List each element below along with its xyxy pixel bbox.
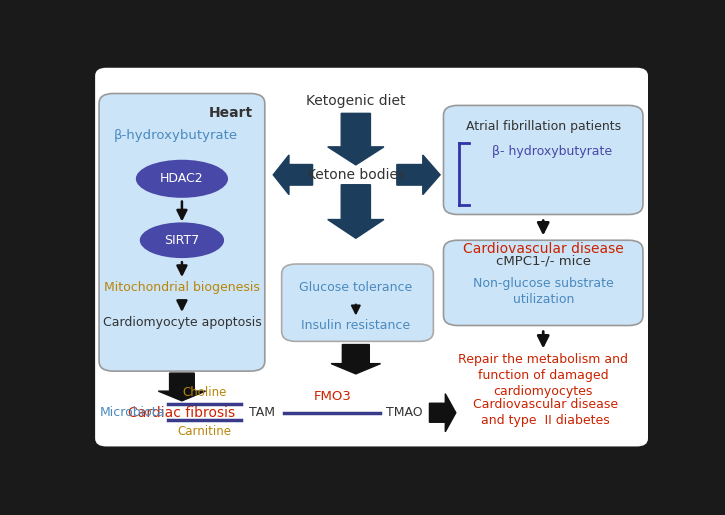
Text: Choline: Choline — [183, 386, 227, 399]
Polygon shape — [397, 155, 440, 195]
Text: cMPC1-/- mice: cMPC1-/- mice — [496, 254, 591, 267]
FancyBboxPatch shape — [281, 264, 434, 341]
Text: TAM: TAM — [249, 406, 275, 419]
Polygon shape — [331, 345, 381, 374]
Text: Carnitine: Carnitine — [178, 425, 232, 438]
Text: Insulin resistance: Insulin resistance — [302, 319, 410, 332]
Polygon shape — [328, 113, 384, 165]
Text: Heart: Heart — [209, 106, 253, 119]
Text: Cardiac fibrosis: Cardiac fibrosis — [128, 406, 236, 420]
Text: Atrial fibrillation patients: Atrial fibrillation patients — [465, 119, 621, 132]
Text: FMO3: FMO3 — [313, 389, 351, 403]
Polygon shape — [429, 393, 456, 432]
Ellipse shape — [136, 160, 228, 198]
Text: SIRT7: SIRT7 — [165, 234, 199, 247]
Text: Cardiovascular disease: Cardiovascular disease — [463, 243, 624, 256]
FancyBboxPatch shape — [95, 68, 648, 447]
Text: Ketogenic diet: Ketogenic diet — [306, 94, 405, 109]
Text: β- hydroxybutyrate: β- hydroxybutyrate — [492, 145, 612, 158]
FancyBboxPatch shape — [444, 240, 643, 325]
Polygon shape — [273, 155, 312, 195]
Text: Non-glucose substrate
utilization: Non-glucose substrate utilization — [473, 277, 613, 306]
FancyBboxPatch shape — [99, 94, 265, 371]
Polygon shape — [328, 185, 384, 238]
Text: Cardiovascular disease
and type  II diabetes: Cardiovascular disease and type II diabe… — [473, 398, 618, 427]
Text: Ketone bodies: Ketone bodies — [307, 168, 405, 182]
Text: Mitochondrial biogenesis: Mitochondrial biogenesis — [104, 281, 260, 294]
Text: TMAO: TMAO — [386, 406, 423, 419]
Text: Glucose tolerance: Glucose tolerance — [299, 281, 413, 294]
Text: Cardiomyocyte apoptosis: Cardiomyocyte apoptosis — [102, 316, 261, 329]
Ellipse shape — [140, 222, 224, 258]
Text: Repair the metabolism and
function of damaged
cardiomyocytes: Repair the metabolism and function of da… — [458, 353, 629, 398]
Text: HDAC2: HDAC2 — [160, 173, 204, 185]
Text: Microbiota: Microbiota — [100, 406, 165, 419]
Text: β-hydroxybutyrate: β-hydroxybutyrate — [115, 129, 239, 142]
Polygon shape — [158, 373, 205, 401]
FancyBboxPatch shape — [444, 106, 643, 214]
